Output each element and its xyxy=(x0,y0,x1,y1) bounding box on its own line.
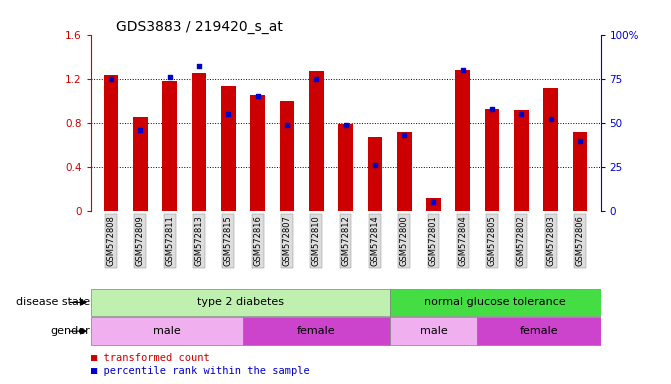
Bar xyxy=(104,75,118,211)
Point xyxy=(370,162,380,168)
Bar xyxy=(91,317,243,345)
Bar xyxy=(397,132,411,211)
Text: type 2 diabetes: type 2 diabetes xyxy=(197,297,284,308)
Text: male: male xyxy=(153,326,180,336)
Point xyxy=(252,93,263,99)
Bar xyxy=(338,124,353,211)
Bar xyxy=(573,132,587,211)
Bar xyxy=(456,70,470,211)
Point xyxy=(340,122,351,128)
Point xyxy=(282,122,293,128)
Text: GDS3883 / 219420_s_at: GDS3883 / 219420_s_at xyxy=(116,20,283,33)
Point xyxy=(311,76,321,82)
Point xyxy=(135,127,146,133)
Point xyxy=(428,199,439,205)
Bar xyxy=(478,317,601,345)
Bar xyxy=(368,137,382,211)
Bar xyxy=(514,110,529,211)
Point xyxy=(486,106,497,112)
Text: male: male xyxy=(419,326,448,336)
Bar xyxy=(309,71,323,211)
Point xyxy=(106,76,117,82)
Bar xyxy=(280,101,295,211)
Bar xyxy=(390,317,478,345)
Point xyxy=(516,111,527,117)
Text: ■ percentile rank within the sample: ■ percentile rank within the sample xyxy=(91,366,309,376)
Bar xyxy=(544,88,558,211)
Point xyxy=(164,74,175,80)
Bar xyxy=(91,289,390,316)
Bar xyxy=(484,109,499,211)
Point xyxy=(458,67,468,73)
Bar xyxy=(133,118,148,211)
Point xyxy=(574,137,585,144)
Text: female: female xyxy=(297,326,336,336)
Bar xyxy=(426,198,441,211)
Text: female: female xyxy=(519,326,558,336)
Point xyxy=(194,63,205,70)
Point xyxy=(399,132,409,138)
Text: ■ transformed count: ■ transformed count xyxy=(91,353,209,363)
Text: gender: gender xyxy=(50,326,90,336)
Bar xyxy=(250,95,265,211)
Bar xyxy=(243,317,390,345)
Point xyxy=(546,116,556,122)
Bar xyxy=(192,73,207,211)
Bar xyxy=(221,86,236,211)
Text: disease state: disease state xyxy=(16,297,90,308)
Point xyxy=(223,111,234,117)
Text: normal glucose tolerance: normal glucose tolerance xyxy=(424,297,566,308)
Bar xyxy=(390,289,601,316)
Bar xyxy=(162,81,177,211)
